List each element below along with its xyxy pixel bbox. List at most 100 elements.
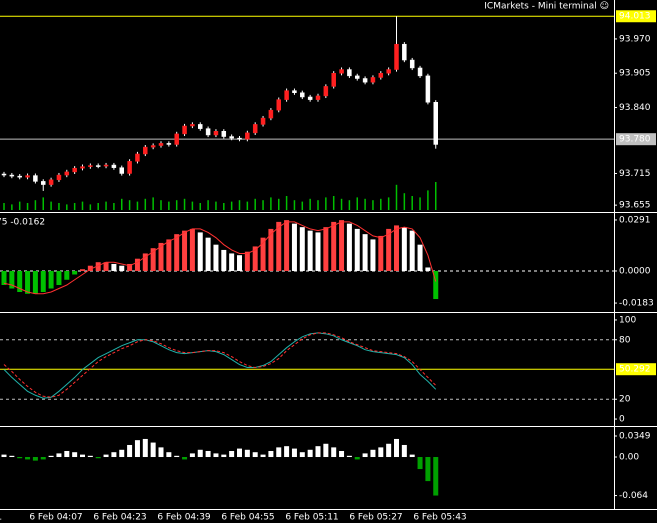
- candle-body: [229, 136, 234, 139]
- price-label: 94.013: [619, 12, 651, 22]
- histogram-bar: [315, 446, 321, 458]
- histogram-bar: [213, 453, 219, 458]
- histogram-bar: [252, 246, 258, 271]
- candle-body: [111, 164, 117, 168]
- candle-body: [1, 173, 7, 176]
- time-label: 6 Feb 04:07: [29, 513, 82, 523]
- histogram-bar: [64, 270, 70, 280]
- histogram-bar: [95, 457, 101, 459]
- candle-body: [433, 102, 438, 145]
- candle-body: [17, 175, 22, 178]
- candle-body: [409, 59, 415, 69]
- y-tick-label: 93.840: [619, 103, 651, 113]
- histogram-bar: [56, 270, 62, 286]
- histogram-bar: [32, 457, 38, 461]
- histogram-bar: [56, 453, 62, 458]
- histogram-bar: [142, 253, 148, 271]
- histogram-bar: [103, 454, 109, 458]
- histogram-bar: [95, 262, 101, 271]
- price-label-box: [616, 133, 656, 146]
- histogram-bar: [425, 267, 431, 271]
- histogram-bar: [401, 444, 407, 458]
- price-label: 93.780: [619, 135, 651, 145]
- histogram-bar: [315, 232, 321, 271]
- candle-body: [88, 165, 93, 167]
- candle-body: [158, 143, 164, 146]
- candle-body: [394, 43, 399, 70]
- histogram-bar: [17, 457, 23, 459]
- y-tick-label: 0.0000: [619, 266, 651, 276]
- histogram-bar: [354, 457, 360, 460]
- histogram-bar: [205, 237, 211, 271]
- histogram-bar: [48, 270, 54, 289]
- histogram-bar: [299, 452, 305, 458]
- histogram-bar: [213, 244, 219, 271]
- histogram-bar: [40, 270, 46, 293]
- histogram-bar: [221, 249, 227, 271]
- histogram-bar: [268, 228, 274, 271]
- histogram-bar: [237, 255, 242, 271]
- y-tick-label: 0: [619, 415, 625, 425]
- candle-body: [268, 109, 274, 119]
- candle-body: [127, 161, 132, 174]
- histogram-bar: [197, 449, 203, 458]
- histogram-bar: [166, 452, 172, 458]
- histogram-bar: [260, 237, 266, 271]
- histogram-bar: [276, 447, 282, 458]
- histogram-bar: [9, 270, 15, 289]
- y-tick-label: 93.655: [619, 201, 651, 211]
- candle-body: [56, 174, 62, 181]
- y-tick-label: -0.0183: [619, 299, 654, 309]
- histogram-bar: [158, 242, 164, 271]
- histogram-bar: [119, 449, 125, 458]
- candle-body: [190, 124, 195, 127]
- histogram-bar: [307, 449, 313, 458]
- candle-body: [25, 175, 30, 178]
- histogram-bar: [166, 239, 172, 271]
- candle-body: [402, 43, 407, 61]
- histogram-bar: [394, 225, 399, 271]
- candle-body: [276, 99, 281, 111]
- histogram-bar: [197, 232, 203, 271]
- histogram-bar: [87, 455, 93, 458]
- candle-body: [252, 124, 258, 134]
- y-tick-label: 93.970: [619, 34, 651, 44]
- candle-body: [205, 128, 211, 136]
- histogram-bar: [244, 449, 250, 458]
- histogram-bar: [189, 453, 195, 458]
- candle-body: [425, 75, 431, 103]
- histogram-bar: [339, 450, 345, 458]
- histogram-bar: [64, 450, 70, 458]
- candle-body: [417, 67, 423, 77]
- histogram-bar: [331, 447, 337, 458]
- candle-body: [95, 165, 101, 167]
- histogram-bar: [127, 263, 133, 271]
- histogram-bar: [174, 234, 180, 271]
- histogram-bar: [425, 457, 431, 482]
- candle-body: [213, 131, 219, 136]
- histogram-bar: [331, 221, 337, 271]
- histogram-bar: [72, 452, 78, 458]
- histogram-bar: [433, 457, 439, 496]
- histogram-bar: [237, 448, 242, 458]
- histogram-bar: [409, 230, 415, 271]
- histogram-bar: [80, 454, 85, 458]
- time-label: 6 Feb 04:23: [93, 513, 146, 523]
- candle-body: [103, 164, 109, 167]
- candle-body: [347, 69, 352, 77]
- candle-body: [307, 96, 313, 100]
- histogram-bar: [40, 457, 46, 460]
- candle-body: [9, 174, 15, 177]
- histogram-bar: [417, 457, 423, 470]
- candle-body: [41, 181, 46, 185]
- candle-body: [64, 171, 70, 176]
- histogram-bar: [362, 234, 368, 271]
- histogram-bar: [48, 455, 54, 458]
- candle-body: [362, 78, 368, 83]
- candle-body: [386, 69, 391, 74]
- histogram-bar: [229, 253, 235, 271]
- histogram-bar: [284, 220, 290, 271]
- y-tick-label: 0.00: [619, 453, 639, 463]
